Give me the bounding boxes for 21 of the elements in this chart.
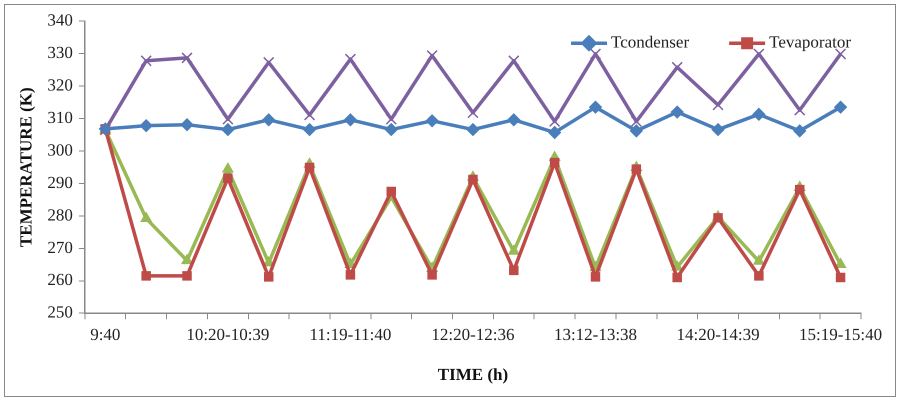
x-tick-label: 9:40 <box>90 324 120 344</box>
y-tick-label: 310 <box>47 108 73 127</box>
y-tick-label: 330 <box>47 43 73 62</box>
x-tick-label: 10:20-10:39 <box>186 324 270 344</box>
y-tick-label: 320 <box>47 76 73 95</box>
y-tick-label: 270 <box>47 238 73 257</box>
y-tick-label: 250 <box>47 302 73 322</box>
y-tick-label: 280 <box>47 205 73 224</box>
x-axis-title: TIME (h) <box>438 365 508 384</box>
x-tick-label: 11:19-11:40 <box>309 324 392 344</box>
y-axis-title: TEMPERATURE (K) <box>16 87 36 248</box>
x-tick-label: 14:20-14:39 <box>676 324 760 344</box>
y-tick-label: 290 <box>47 172 73 192</box>
x-tick-label: 13:12-13:38 <box>554 324 638 344</box>
y-tick-label: 340 <box>47 10 73 30</box>
y-tick-label: 300 <box>47 140 73 160</box>
x-tick-label: 12:20-12:36 <box>431 324 515 344</box>
y-tick-label: 260 <box>47 270 73 290</box>
legend-label: Tcondenser <box>611 32 690 52</box>
legend-label: Tevaporator <box>769 32 852 52</box>
x-tick-label: 15:19-15:40 <box>799 324 882 344</box>
